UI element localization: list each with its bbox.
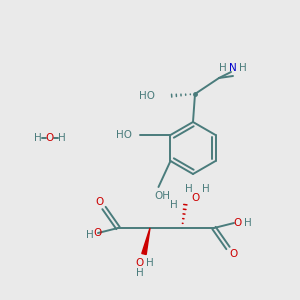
Text: O: O bbox=[94, 228, 102, 238]
Text: O: O bbox=[192, 193, 200, 203]
Text: HO: HO bbox=[116, 130, 133, 140]
Text: HO: HO bbox=[139, 91, 155, 101]
Text: H: H bbox=[86, 230, 94, 240]
Text: H: H bbox=[185, 184, 193, 194]
Text: H: H bbox=[34, 133, 42, 143]
Text: H: H bbox=[219, 63, 227, 73]
Polygon shape bbox=[142, 228, 150, 254]
Text: H: H bbox=[146, 258, 154, 268]
Text: H: H bbox=[136, 268, 144, 278]
Text: H: H bbox=[169, 200, 177, 210]
Text: H: H bbox=[239, 63, 247, 73]
Text: H: H bbox=[202, 184, 210, 194]
Text: O: O bbox=[46, 133, 54, 143]
Text: N: N bbox=[229, 63, 237, 73]
Text: H: H bbox=[58, 133, 66, 143]
Text: O: O bbox=[95, 197, 103, 207]
Text: H: H bbox=[244, 218, 252, 228]
Text: OH: OH bbox=[154, 191, 170, 201]
Text: O: O bbox=[229, 249, 237, 259]
Text: O: O bbox=[136, 258, 144, 268]
Text: O: O bbox=[234, 218, 242, 228]
